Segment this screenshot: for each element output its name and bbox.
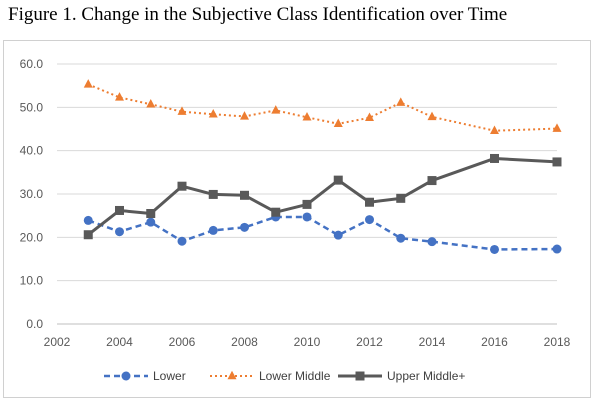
data-point-lower-middle [115,92,124,101]
series-line-upper-middle [87,156,558,236]
data-point-upper-middle [427,176,437,186]
data-point-lower [427,237,437,247]
data-point-lower [333,230,343,240]
data-point-upper-middle [177,181,187,191]
data-point-upper-middle [333,175,343,185]
legend-label-upper-middle: Upper Middle+ [387,369,465,383]
data-point-upper-middle [115,205,124,215]
data-point-lower-middle [240,111,249,120]
data-point-upper-middle [208,189,218,199]
data-point-lower-middle [302,112,312,121]
legend-marker-lower-middle [227,370,237,380]
data-point-lower-middle [552,123,562,132]
y-tick-label: 50.0 [20,100,44,114]
y-tick-label: 20.0 [20,230,44,244]
x-tick-label: 2016 [481,335,508,349]
data-point-lower-middle [427,111,437,121]
data-point-upper-middle [396,193,406,203]
data-point-lower-middle [83,79,93,88]
data-point-lower [490,244,499,254]
series-line-lower-middle [87,83,558,132]
y-tick-label: 10.0 [20,274,44,288]
y-tick-label: 30.0 [20,187,44,201]
data-point-upper-middle [240,190,249,200]
y-tick-label: 60.0 [20,57,44,71]
data-point-lower [177,236,187,246]
x-tick-label: 2012 [356,335,383,349]
data-point-upper-middle [365,197,374,207]
legend-label-lower: Lower [153,369,186,383]
data-point-upper-middle [83,230,93,240]
figure-title: Figure 1. Change in the Subjective Class… [8,4,508,25]
x-tick-label: 2008 [231,335,258,349]
x-tick-label: 2014 [419,335,446,349]
data-point-upper-middle [271,207,281,217]
data-point-lower [365,215,374,225]
data-point-upper-middle [302,199,312,209]
data-point-lower-middle [490,125,499,134]
legend-marker-lower [121,371,131,381]
data-point-lower [146,217,156,227]
x-tick-label: 2002 [44,335,71,349]
data-point-lower-middle [177,106,187,115]
x-tick-label: 2018 [544,335,571,349]
y-tick-label: 0.0 [26,317,43,331]
data-point-upper-middle [490,153,499,163]
chart-frame [3,40,591,398]
data-point-lower [115,227,124,237]
data-point-lower-middle [146,99,156,108]
legend-marker-upper-middle [355,371,365,381]
legend-label-lower-middle: Lower Middle [259,369,331,383]
data-point-lower-middle [271,105,281,114]
data-point-lower [83,215,93,225]
data-point-upper-middle [552,157,562,167]
data-point-lower-middle [365,112,374,121]
data-point-lower-middle [333,118,343,128]
data-point-lower [552,244,562,254]
data-point-lower [240,222,249,232]
series-line-lower [87,215,558,251]
x-tick-label: 2006 [169,335,196,349]
y-tick-label: 40.0 [20,144,44,158]
data-point-lower [302,212,312,222]
data-point-upper-middle [146,209,156,218]
data-point-lower [396,233,406,243]
data-point-lower [208,225,218,235]
data-point-lower-middle [208,109,218,118]
x-tick-label: 2004 [106,335,133,349]
data-point-lower-middle [396,97,406,106]
x-tick-label: 2010 [294,335,321,349]
